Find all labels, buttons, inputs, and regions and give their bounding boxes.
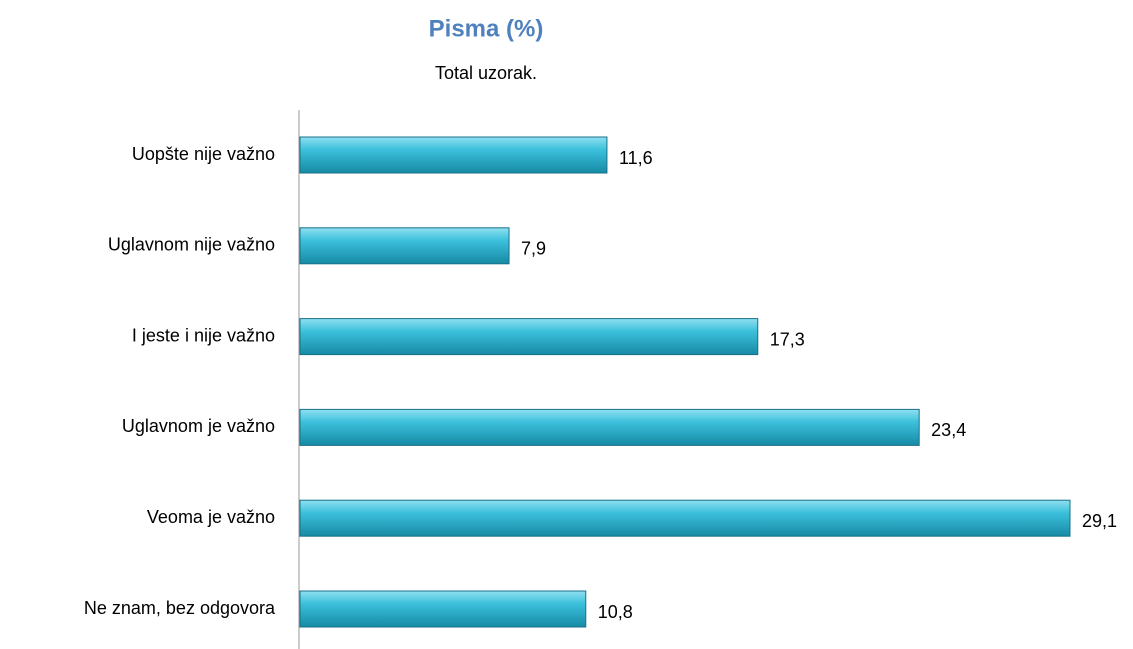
value-label: 23,4 bbox=[931, 420, 966, 440]
category-label: Uopšte nije važno bbox=[132, 144, 275, 164]
category-label: Veoma je važno bbox=[147, 507, 275, 527]
chart-subtitle: Total uzorak. bbox=[435, 63, 537, 83]
value-label: 11,6 bbox=[619, 148, 653, 168]
value-label: 17,3 bbox=[770, 329, 805, 349]
category-label: I jeste i nije važno bbox=[132, 325, 275, 345]
bar bbox=[299, 408, 920, 446]
value-label: 29,1 bbox=[1082, 511, 1117, 531]
value-label: 10,8 bbox=[598, 602, 633, 622]
category-label: Uglavnom nije važno bbox=[108, 235, 275, 255]
bar bbox=[299, 227, 510, 265]
chart-title: Pisma (%) bbox=[429, 15, 544, 42]
category-label: Uglavnom je važno bbox=[122, 416, 275, 436]
bar bbox=[299, 136, 608, 174]
category-label: Ne znam, bez odgovora bbox=[84, 598, 276, 618]
value-label: 7,9 bbox=[521, 239, 546, 259]
bar bbox=[299, 318, 759, 356]
bar bbox=[299, 499, 1071, 537]
bar bbox=[299, 590, 587, 628]
